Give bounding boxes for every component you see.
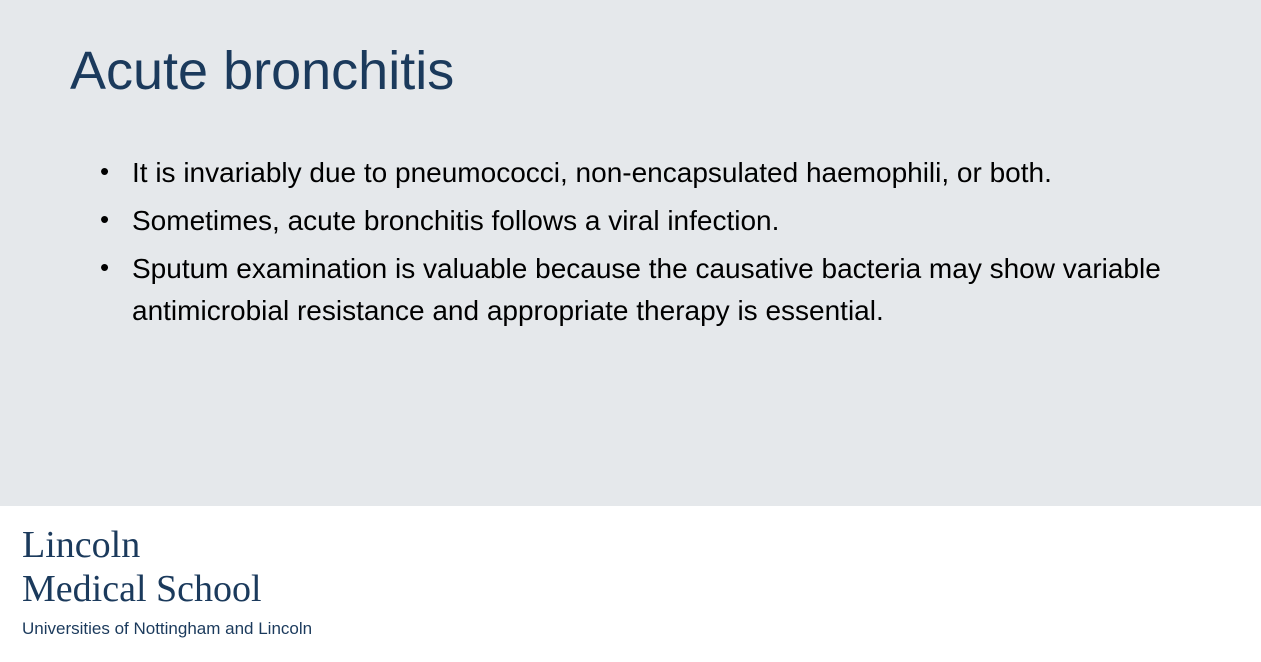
slide-content-area: Acute bronchitis It is invariably due to… [0, 0, 1261, 506]
bullet-item: It is invariably due to pneumococci, non… [100, 152, 1191, 194]
bullet-item: Sputum examination is valuable because t… [100, 248, 1191, 332]
bullet-item: Sometimes, acute bronchitis follows a vi… [100, 200, 1191, 242]
slide-title: Acute bronchitis [70, 40, 1191, 102]
logo-text-line1: Lincoln [22, 524, 1239, 568]
slide-footer: Lincoln Medical School Universities of N… [0, 506, 1261, 662]
logo-text-line2: Medical School [22, 568, 1239, 612]
institution-logo: Lincoln Medical School Universities of N… [22, 524, 1239, 639]
bullet-list: It is invariably due to pneumococci, non… [70, 152, 1191, 332]
logo-tagline: Universities of Nottingham and Lincoln [22, 619, 1239, 639]
